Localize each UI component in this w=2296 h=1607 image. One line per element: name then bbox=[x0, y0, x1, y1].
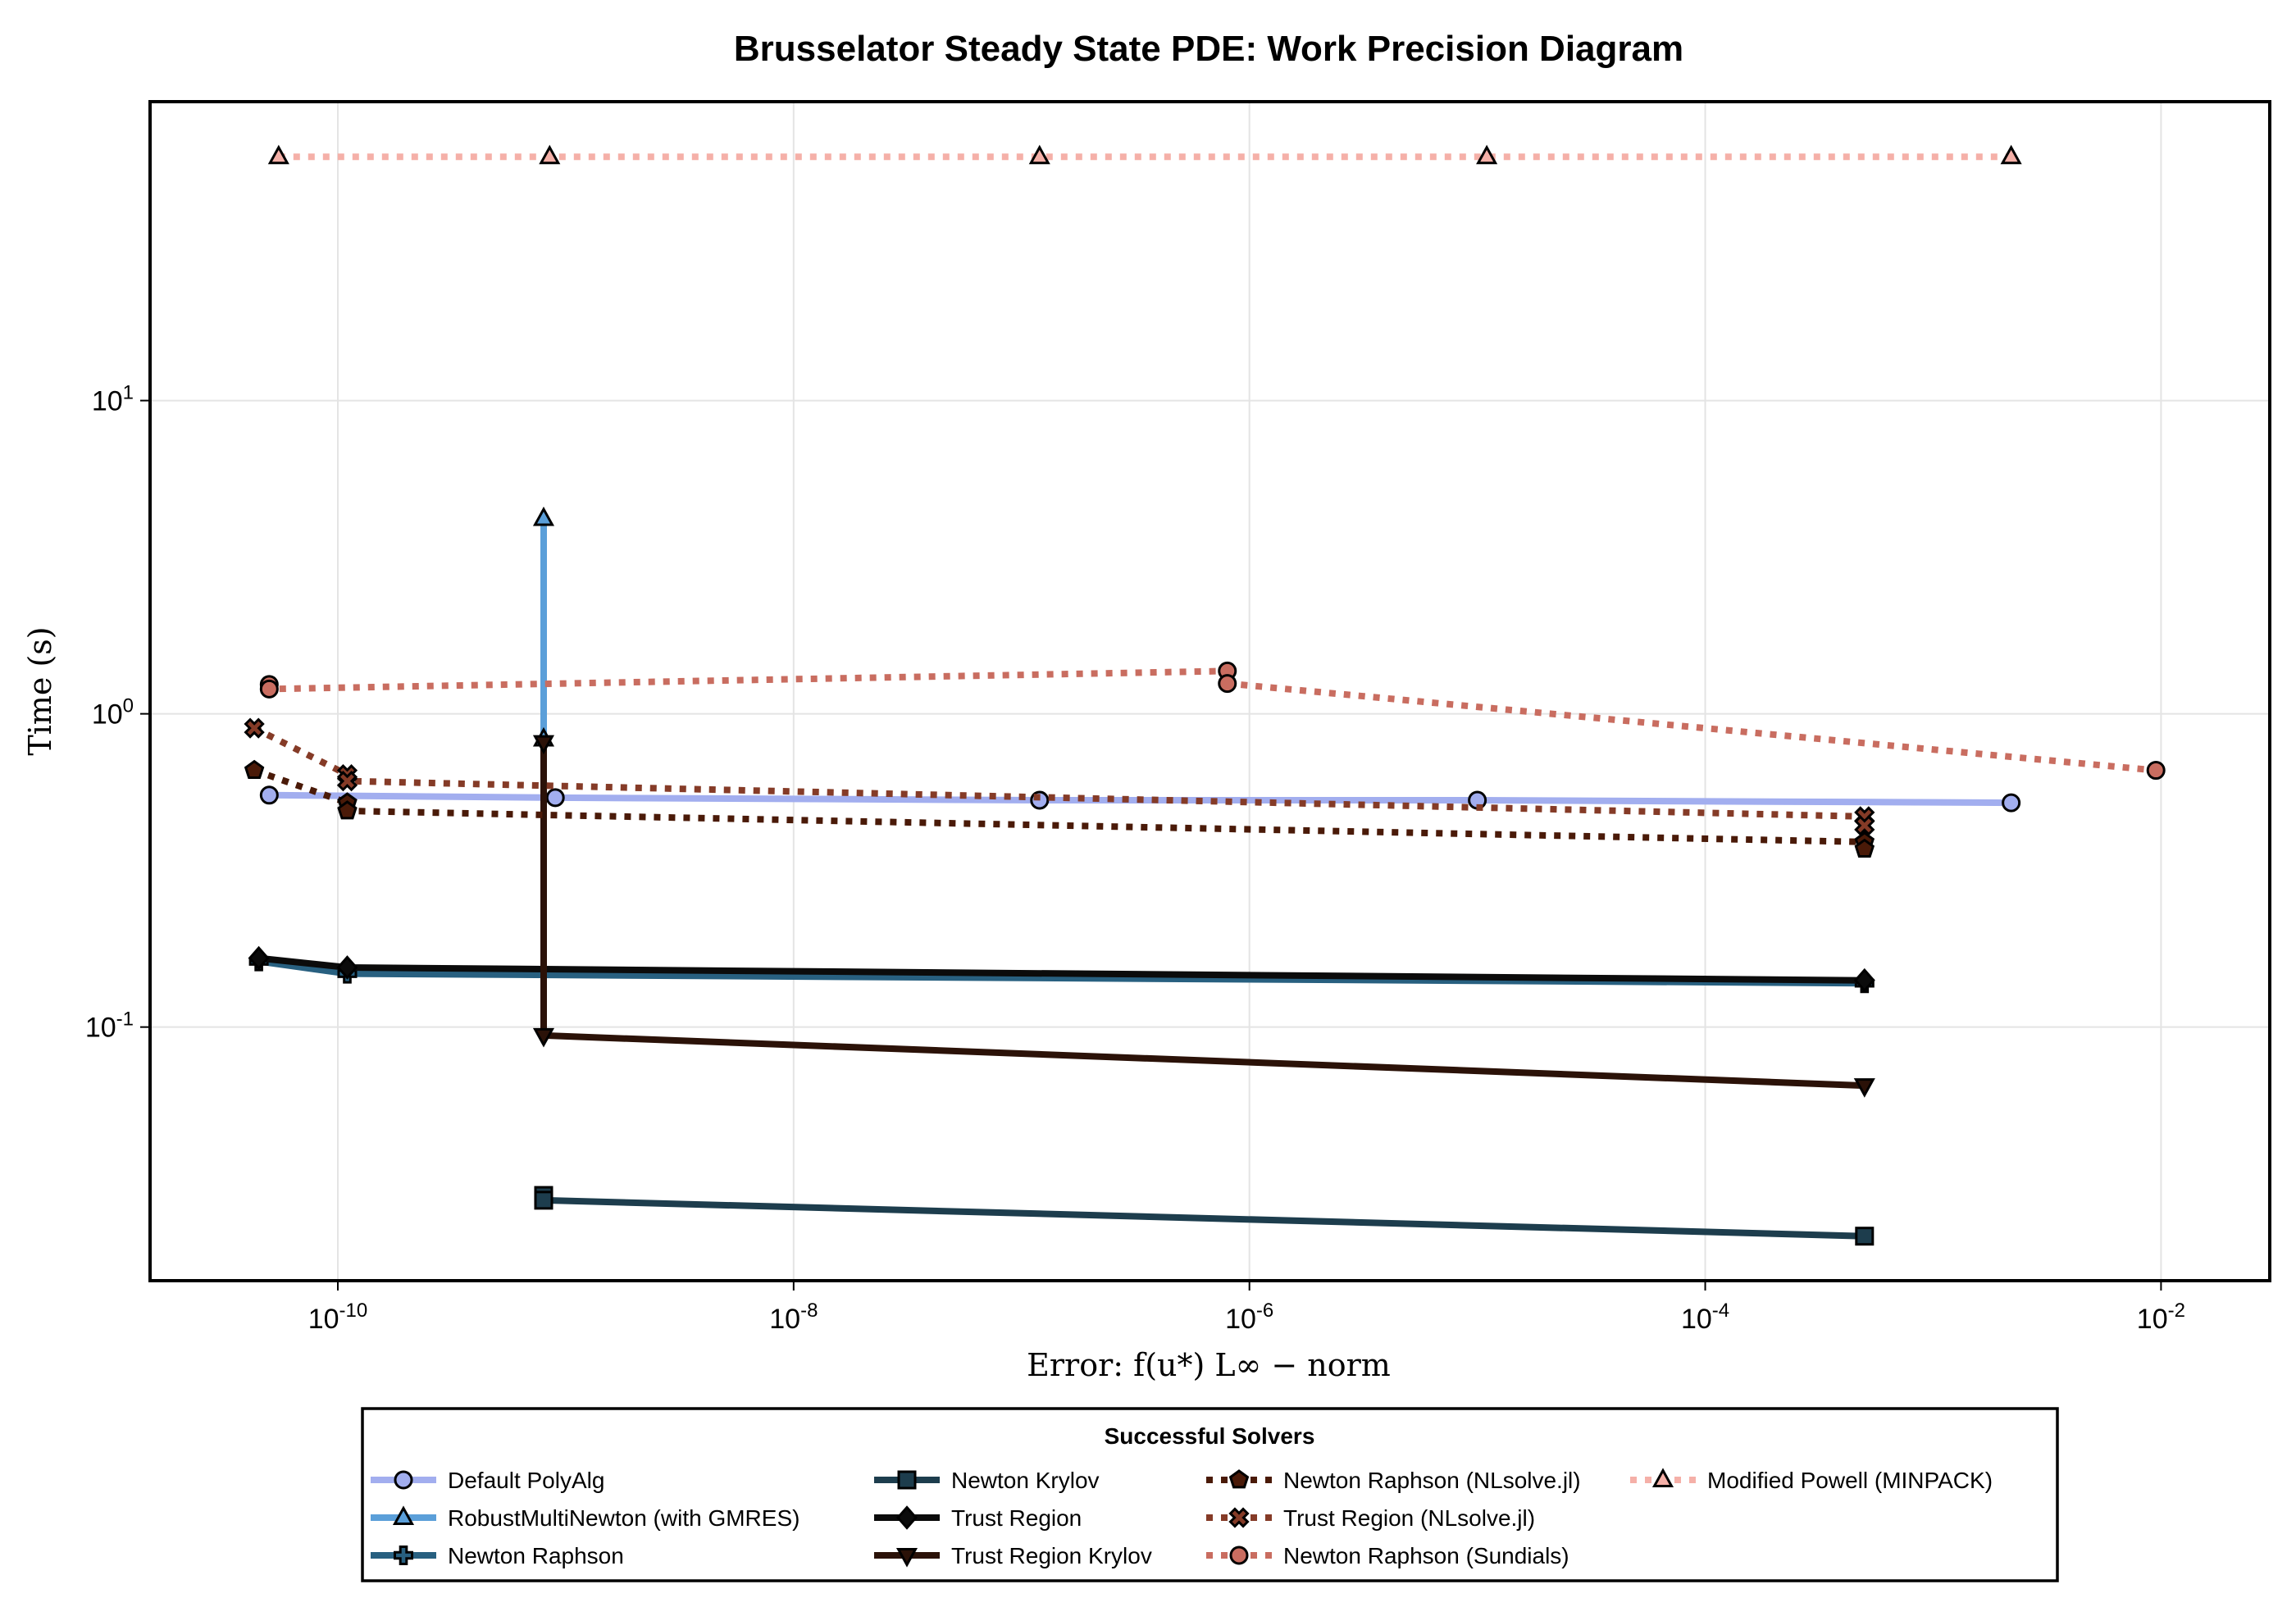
legend-swatch-marker bbox=[1229, 1546, 1249, 1565]
x-tick-label: 10-10 bbox=[308, 1300, 368, 1335]
data-point bbox=[1476, 144, 1498, 165]
series-line bbox=[540, 742, 1865, 1090]
legend-label: Trust Region Krylov bbox=[951, 1543, 1152, 1568]
legend-item: Newton Raphson bbox=[371, 1543, 624, 1568]
plot-frame bbox=[148, 100, 2271, 1282]
series-trust-region bbox=[248, 945, 1875, 993]
legend-swatch-marker bbox=[1228, 1469, 1250, 1489]
legend-label: Trust Region (NLsolve.jl) bbox=[1283, 1505, 1535, 1531]
data-point bbox=[337, 800, 358, 820]
plot-area bbox=[244, 144, 2166, 1246]
legend-title: Successful Solvers bbox=[1105, 1423, 1315, 1449]
legend-label: RobustMultiNewton (with GMRES) bbox=[448, 1505, 800, 1531]
legend-swatch-marker bbox=[897, 1470, 917, 1490]
data-point bbox=[1218, 674, 1237, 694]
x-tick-label: 10-8 bbox=[769, 1300, 818, 1335]
series-newton-krylov bbox=[534, 1186, 1875, 1246]
legend-item: Newton Raphson (NLsolve.jl) bbox=[1206, 1468, 1581, 1493]
legend-label: Modified Powell (MINPACK) bbox=[1707, 1468, 1993, 1493]
legend-label: Trust Region bbox=[951, 1505, 1082, 1531]
data-point bbox=[534, 1190, 554, 1210]
y-tick-label: 101 bbox=[92, 382, 134, 417]
data-point bbox=[532, 506, 555, 526]
legend-item: Newton Krylov bbox=[874, 1468, 1100, 1493]
legend-item: Modified Powell (MINPACK) bbox=[1630, 1468, 1993, 1493]
grid-lines bbox=[150, 102, 2270, 1281]
series-newton-raphson-nlsolve-jl bbox=[244, 759, 1875, 858]
legend-label: Newton Raphson (NLsolve.jl) bbox=[1283, 1468, 1581, 1493]
series-line bbox=[266, 667, 2157, 774]
legend-swatch-marker bbox=[394, 1546, 413, 1565]
y-tick-label: 10-1 bbox=[85, 1008, 134, 1044]
data-point bbox=[248, 945, 270, 971]
data-point bbox=[532, 1027, 555, 1048]
chart-title: Brusselator Steady State PDE: Work Preci… bbox=[734, 29, 1683, 69]
data-point bbox=[539, 144, 561, 165]
data-point bbox=[2002, 793, 2021, 813]
data-point bbox=[244, 759, 265, 779]
data-point bbox=[532, 735, 555, 755]
legend-swatch-marker bbox=[896, 1505, 918, 1530]
x-tick-label: 10-4 bbox=[1681, 1300, 1729, 1335]
legend-label: Newton Krylov bbox=[951, 1468, 1100, 1493]
legend-item: Trust Region Krylov bbox=[874, 1543, 1152, 1568]
legend-swatch-marker bbox=[895, 1548, 918, 1568]
data-point bbox=[1855, 1227, 1875, 1246]
series-newton-raphson-sundials bbox=[259, 661, 2166, 781]
data-point bbox=[336, 771, 358, 792]
data-point bbox=[1028, 144, 1050, 165]
legend-swatch-marker bbox=[1651, 1468, 1674, 1487]
legend-item: RobustMultiNewton (with GMRES) bbox=[371, 1505, 800, 1531]
axis-ticks: 10-10 10-8 10-6 10-4 10-2 10-1 100 101 bbox=[85, 382, 2185, 1335]
legend-item: Default PolyAlg bbox=[371, 1468, 604, 1493]
legend-item: Trust Region (NLsolve.jl) bbox=[1206, 1505, 1535, 1531]
legend-swatch-marker bbox=[394, 1470, 413, 1490]
series-line bbox=[253, 767, 1868, 849]
data-point bbox=[2000, 144, 2022, 165]
series-trust-region-nlsolve-jl bbox=[244, 717, 1875, 836]
legend-swatch-marker bbox=[1228, 1507, 1250, 1528]
legend-label: Newton Raphson bbox=[448, 1543, 624, 1568]
y-tick-label: 100 bbox=[92, 695, 134, 731]
series-line bbox=[540, 1195, 1865, 1240]
legend: Successful Solvers Default PolyAlg Robust… bbox=[361, 1407, 2059, 1582]
x-tick-label: 10-2 bbox=[2137, 1300, 2185, 1335]
series-robustmultinewton-with-gmres bbox=[532, 506, 555, 747]
x-tick-label: 10-6 bbox=[1225, 1300, 1273, 1335]
legend-label: Default PolyAlg bbox=[448, 1468, 604, 1493]
data-point bbox=[336, 955, 358, 980]
data-point bbox=[267, 144, 289, 165]
data-point bbox=[244, 717, 265, 739]
legend-swatch-marker bbox=[392, 1505, 415, 1525]
series-modified-powell-minpack bbox=[267, 144, 2022, 165]
data-point bbox=[1853, 967, 1875, 993]
data-point bbox=[1854, 838, 1875, 858]
x-axis-label: Error: f(u*) L∞ − norm bbox=[1027, 1347, 1391, 1383]
legend-label: Newton Raphson (Sundials) bbox=[1283, 1543, 1569, 1568]
y-axis-label: Time (s) bbox=[22, 626, 58, 755]
legend-item: Newton Raphson (Sundials) bbox=[1206, 1543, 1569, 1568]
series-trust-region-krylov bbox=[532, 735, 1875, 1098]
data-point bbox=[1853, 1078, 1875, 1098]
data-point bbox=[259, 679, 279, 699]
data-point bbox=[259, 785, 279, 805]
legend-item: Trust Region bbox=[874, 1505, 1082, 1531]
data-point bbox=[2146, 761, 2166, 781]
data-point bbox=[1854, 815, 1875, 836]
data-point bbox=[545, 788, 565, 808]
